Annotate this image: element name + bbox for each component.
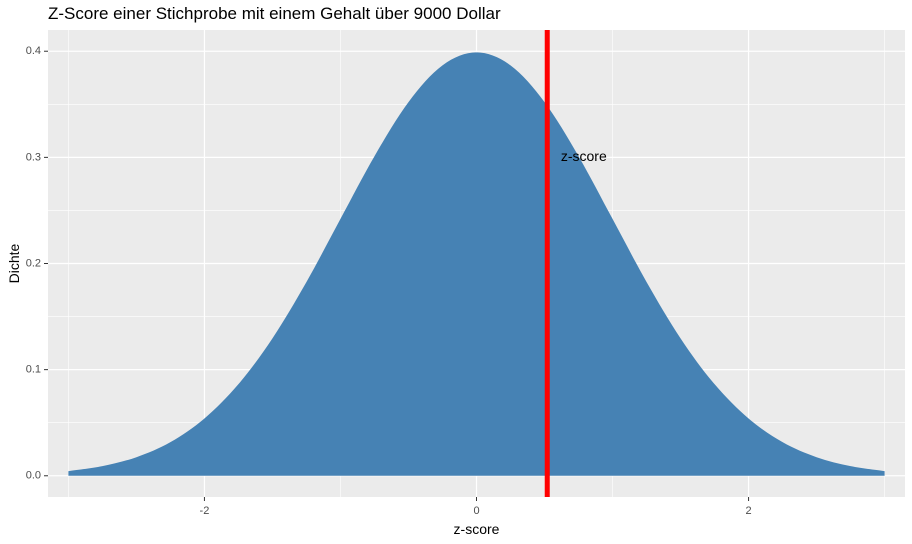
y-tick-label: 0.3 [26, 151, 41, 163]
chart-title: Z-Score einer Stichprobe mit einem Gehal… [48, 4, 501, 23]
x-tick-label: 2 [746, 505, 752, 517]
y-tick-label: 0.2 [26, 257, 41, 269]
x-tick-label: -2 [200, 505, 210, 517]
y-tick-label: 0.0 [26, 470, 41, 482]
density-area [68, 52, 885, 476]
y-tick-label: 0.4 [26, 45, 41, 57]
y-tick-label: 0.1 [26, 364, 41, 376]
x-axis-title: z-score [454, 521, 500, 537]
y-axis-title: Dichte [6, 243, 22, 283]
x-tick-label: 0 [473, 505, 479, 517]
annotation-label: z-score [561, 148, 607, 164]
